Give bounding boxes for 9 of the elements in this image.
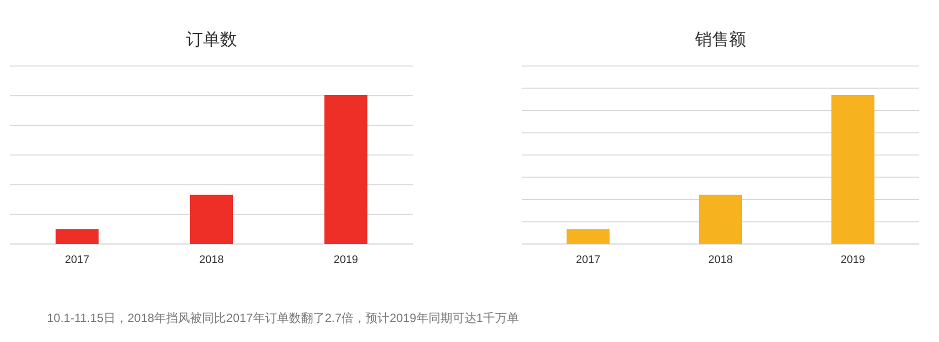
text: 10.1-11.15日，2018年挡风被同比2017年订单数翻了2.7倍，预计2019年同期可达1千万单: [47, 311, 519, 325]
x-tick-label: 2019: [334, 254, 358, 266]
chart-title: 销售额: [694, 30, 746, 49]
x-tick-label: 2017: [64, 254, 90, 266]
x-tick-label: 2018: [708, 254, 733, 266]
x-tick-label: 2017: [576, 254, 600, 266]
x-tick-label: 2018: [199, 254, 224, 266]
x-tick-label: 2019: [840, 254, 866, 266]
chart-title: 订单数: [186, 30, 237, 49]
